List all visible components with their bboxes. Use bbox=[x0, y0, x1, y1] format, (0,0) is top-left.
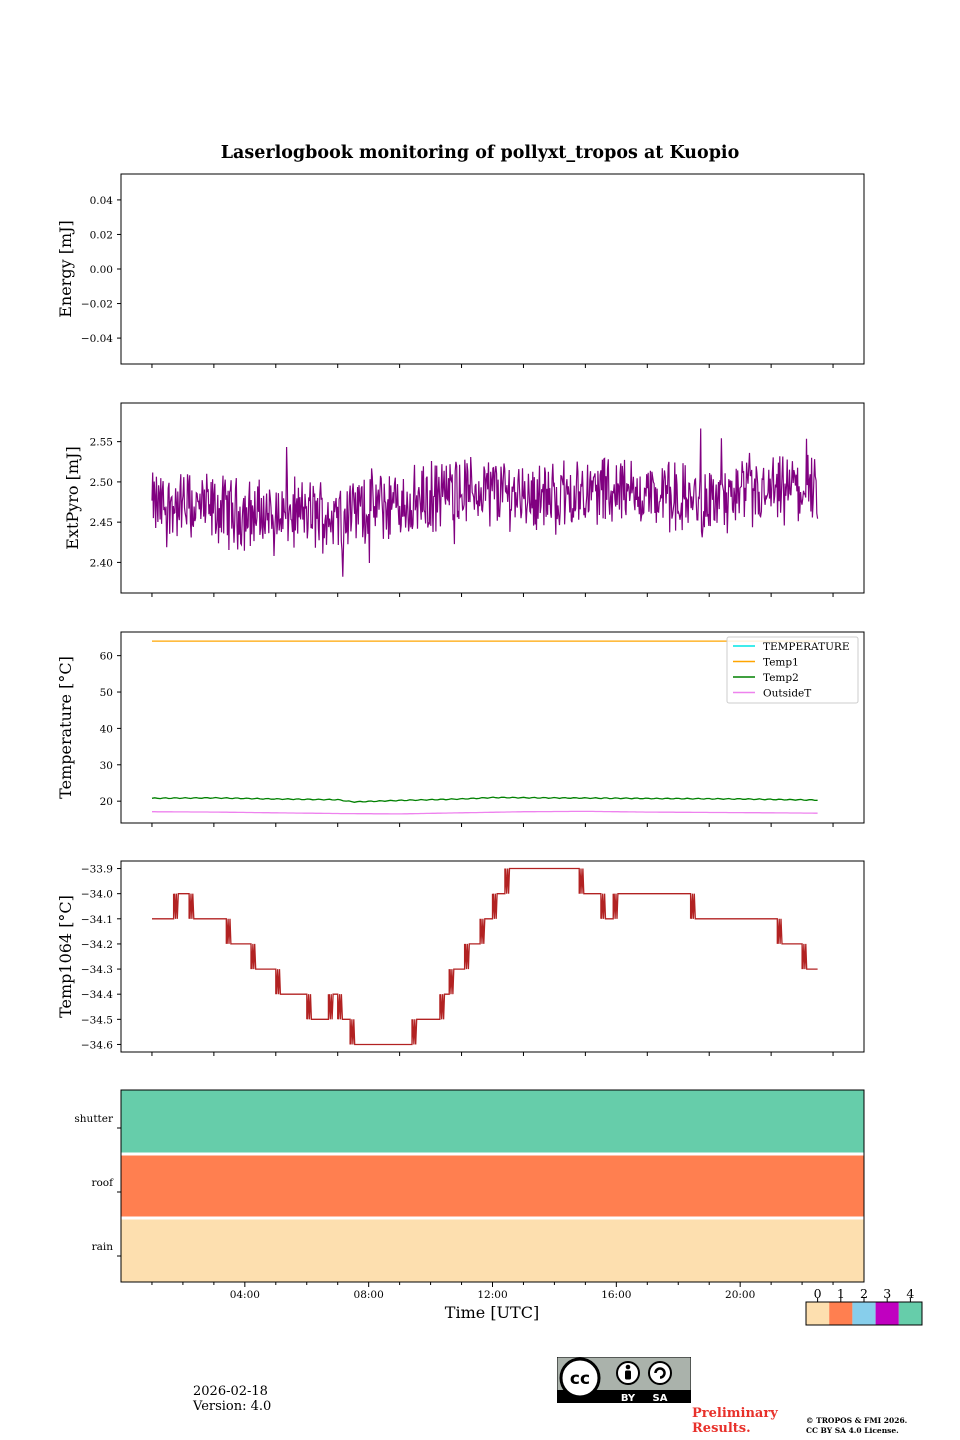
colorbar-swatch-0 bbox=[806, 1302, 830, 1325]
y-tick-label: −34.4 bbox=[81, 989, 113, 1001]
status-row-label: rain bbox=[92, 1241, 114, 1253]
x-tick-label: 20:00 bbox=[725, 1289, 755, 1301]
temp1064-series-line bbox=[152, 867, 818, 1046]
y-tick-label: 2.50 bbox=[90, 477, 113, 489]
y-tick-label: 0.00 bbox=[90, 264, 113, 276]
colorbar-tick-label: 2 bbox=[860, 1286, 868, 1301]
extpyro-panel: 2.55 2.50 2.45 2.40 ExtPyro [mJ] bbox=[63, 402, 865, 597]
legend: TEMPERATURE Temp1 Temp2 OutsideT bbox=[726, 636, 859, 704]
legend-label-outsidet: OutsideT bbox=[763, 688, 811, 700]
colorbar-swatch-1 bbox=[829, 1302, 853, 1325]
date-label: 2026-02-18 bbox=[193, 1384, 268, 1399]
y-tick-label: −34.0 bbox=[81, 889, 113, 901]
share-alike-icon bbox=[648, 1361, 672, 1385]
temperature-panel: 60 50 40 30 20 Temperature [°C] TEMPERATURE Tem… bbox=[56, 631, 865, 827]
y-axis-label: Temperature [°C] bbox=[56, 656, 75, 799]
copyright-line-1: © TROPOS & FMI 2026. bbox=[806, 1416, 908, 1425]
colorbar-swatch-2 bbox=[852, 1302, 876, 1325]
y-tick-label: 20 bbox=[100, 796, 113, 808]
status-row-label: shutter bbox=[74, 1113, 114, 1125]
y-tick-label: 50 bbox=[100, 687, 113, 699]
y-tick-label: 0.04 bbox=[90, 195, 114, 207]
colorbar-swatch-3 bbox=[875, 1302, 899, 1325]
colorbar-tick-label: 1 bbox=[837, 1286, 845, 1301]
status-row-shutter bbox=[121, 1090, 864, 1154]
colorbar-swatch-4 bbox=[898, 1302, 922, 1325]
x-axis-label: Time [UTC] bbox=[445, 1303, 539, 1322]
legend-label-temperature: TEMPERATURE bbox=[763, 641, 850, 653]
cc-icon bbox=[559, 1357, 601, 1399]
copyright-line-2: CC BY SA 4.0 License. bbox=[806, 1426, 899, 1435]
y-axis-label: Energy [mJ] bbox=[56, 220, 75, 318]
y-tick-label: 2.40 bbox=[90, 557, 113, 569]
cc-text: cc bbox=[570, 1369, 590, 1389]
colorbar-frame bbox=[805, 1301, 923, 1326]
y-tick-label: −33.9 bbox=[81, 864, 113, 876]
temp1064-panel: −33.9 −34.0 −34.1 −34.2 −34.3 −34.4 −34.5 −34.6… bbox=[56, 860, 865, 1056]
axes-frame bbox=[120, 173, 865, 365]
y-axis-label: ExtPyro [mJ] bbox=[63, 446, 82, 549]
chart-title: Laserlogbook monitoring of pollyxt_tropo… bbox=[221, 143, 740, 163]
y-axis-label: Temp1064 [°C] bbox=[56, 895, 75, 1018]
legend-label-temp2: Temp2 bbox=[763, 672, 799, 684]
x-tick-label: 04:00 bbox=[230, 1289, 260, 1301]
x-tick-label: 08:00 bbox=[354, 1289, 384, 1301]
y-tick-label: 40 bbox=[100, 723, 113, 735]
colorbar-tick-label: 3 bbox=[883, 1286, 891, 1301]
y-tick-label: 60 bbox=[100, 651, 113, 663]
y-tick-label: −0.04 bbox=[81, 333, 113, 345]
y-tick-label: 2.55 bbox=[90, 437, 113, 449]
y-tick-label: −34.2 bbox=[81, 939, 113, 951]
x-tick-label: 16:00 bbox=[601, 1289, 631, 1301]
outsidet-series-line bbox=[152, 810, 818, 815]
y-tick-label: −0.02 bbox=[81, 299, 113, 311]
legend-box bbox=[726, 636, 859, 704]
status-row-rain bbox=[121, 1218, 864, 1282]
temp2-series-line bbox=[151, 796, 818, 803]
extpyro-series-line bbox=[151, 428, 819, 577]
status-row-roof bbox=[121, 1154, 864, 1218]
y-tick-label: 0.02 bbox=[90, 229, 113, 241]
legend-label-temp1: Temp1 bbox=[763, 657, 799, 669]
axes-frame bbox=[120, 402, 865, 594]
sa-label: SA bbox=[653, 1393, 668, 1403]
x-tick-label: 12:00 bbox=[477, 1289, 507, 1301]
y-tick-label: 2.45 bbox=[90, 517, 113, 529]
axes-frame bbox=[120, 631, 865, 824]
status-row-label: roof bbox=[91, 1177, 114, 1189]
y-tick-label: −34.6 bbox=[81, 1039, 113, 1051]
y-tick-label: −34.1 bbox=[81, 914, 113, 926]
y-tick-label: 30 bbox=[100, 760, 113, 772]
by-label: BY bbox=[621, 1393, 636, 1403]
preliminary-results-note: Preliminary Results. bbox=[692, 1406, 778, 1436]
colorbar-tick-label: 4 bbox=[906, 1286, 914, 1301]
version-label: Version: 4.0 bbox=[193, 1399, 272, 1414]
y-tick-label: −34.5 bbox=[81, 1014, 113, 1026]
status-panel: shutter roof rain 04:00 08:00 12:00 16:00 20:00 bbox=[74, 1089, 865, 1301]
energy-panel: 0.04 0.02 0.00 −0.02 −0.04 Energy [mJ] bbox=[56, 173, 865, 368]
colorbar-tick-label: 0 bbox=[814, 1286, 822, 1301]
axes-frame bbox=[120, 860, 865, 1053]
y-tick-label: −34.3 bbox=[81, 964, 113, 976]
cc-by-sa-badge: cc BY SA bbox=[557, 1357, 691, 1403]
